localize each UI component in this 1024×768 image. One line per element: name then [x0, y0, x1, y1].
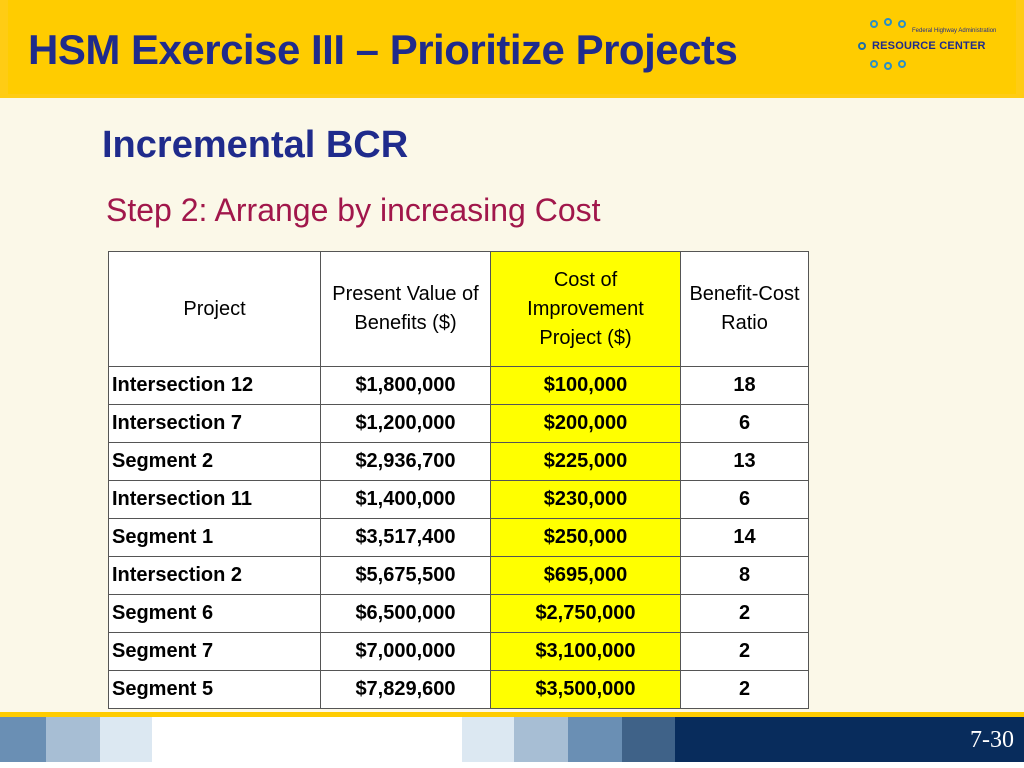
cost-cell: $100,000	[490, 366, 681, 405]
resource-center-logo: Federal Highway Administration RESOURCE …	[856, 16, 1016, 74]
table-row: Segment 1 $3,517,400 $250,000 14	[108, 518, 809, 557]
footer-segment	[0, 717, 46, 762]
logo-ring-icon	[858, 42, 866, 50]
benefits-cell: $1,800,000	[320, 366, 491, 405]
footer-segment	[100, 717, 152, 762]
table-row: Segment 6 $6,500,000 $2,750,000 2	[108, 594, 809, 633]
footer-segment	[462, 717, 514, 762]
header-background	[8, 0, 1016, 94]
bcr-cell: 2	[680, 594, 809, 633]
footer-segment	[568, 717, 622, 762]
benefits-cell: $7,829,600	[320, 670, 491, 709]
header-bcr: Benefit-Cost Ratio	[680, 251, 809, 367]
cost-cell: $225,000	[490, 442, 681, 481]
benefits-cell: $5,675,500	[320, 556, 491, 595]
bcr-cell: 18	[680, 366, 809, 405]
project-cell: Intersection 12	[108, 366, 321, 405]
bcr-cell: 6	[680, 480, 809, 519]
section-heading: Incremental BCR	[102, 124, 409, 166]
page-number: 7-30	[970, 727, 1014, 753]
project-cell: Segment 2	[108, 442, 321, 481]
benefits-cell: $1,200,000	[320, 404, 491, 443]
table-row: Intersection 7 $1,200,000 $200,000 6	[108, 404, 809, 443]
table-row: Intersection 11 $1,400,000 $230,000 6	[108, 480, 809, 519]
bcr-cell: 2	[680, 632, 809, 671]
bcr-cell: 6	[680, 404, 809, 443]
logo-small-text: Federal Highway Administration	[912, 28, 997, 34]
footer-segment	[622, 717, 675, 762]
benefits-cell: $7,000,000	[320, 632, 491, 671]
logo-ring-icon	[898, 20, 906, 28]
slide-title: HSM Exercise III – Prioritize Projects	[28, 26, 738, 73]
logo-ring-icon	[884, 62, 892, 70]
project-cell: Segment 6	[108, 594, 321, 633]
cost-cell: $200,000	[490, 404, 681, 443]
project-cell: Intersection 2	[108, 556, 321, 595]
table-row: Segment 2 $2,936,700 $225,000 13	[108, 442, 809, 481]
footer-navy-bar: 7-30	[675, 717, 1024, 762]
footer-divider	[0, 712, 1024, 717]
cost-cell: $695,000	[490, 556, 681, 595]
bcr-cell: 14	[680, 518, 809, 557]
header-bar: HSM Exercise III – Prioritize Projects F…	[0, 0, 1024, 98]
cost-cell: $3,500,000	[490, 670, 681, 709]
projects-table: Project Present Value of Benefits ($) Co…	[108, 251, 809, 709]
cost-cell: $2,750,000	[490, 594, 681, 633]
cost-cell: $3,100,000	[490, 632, 681, 671]
table-row: Segment 7 $7,000,000 $3,100,000 2	[108, 632, 809, 671]
logo-ring-icon	[884, 18, 892, 26]
logo-ring-icon	[870, 60, 878, 68]
project-cell: Segment 7	[108, 632, 321, 671]
bcr-cell: 13	[680, 442, 809, 481]
project-cell: Segment 5	[108, 670, 321, 709]
footer-segment	[46, 717, 100, 762]
header-project: Project	[108, 251, 321, 367]
footer-bar: 7-30	[0, 717, 1024, 768]
logo-ring-icon	[870, 20, 878, 28]
step-instruction: Step 2: Arrange by increasing Cost	[106, 192, 601, 228]
project-cell: Segment 1	[108, 518, 321, 557]
bcr-cell: 2	[680, 670, 809, 709]
logo-ring-icon	[898, 60, 906, 68]
table-row: Intersection 12 $1,800,000 $100,000 18	[108, 366, 809, 405]
table-row: Intersection 2 $5,675,500 $695,000 8	[108, 556, 809, 595]
benefits-cell: $1,400,000	[320, 480, 491, 519]
project-cell: Intersection 7	[108, 404, 321, 443]
project-cell: Intersection 11	[108, 480, 321, 519]
table-row: Segment 5 $7,829,600 $3,500,000 2	[108, 670, 809, 709]
cost-cell: $230,000	[490, 480, 681, 519]
header-cost: Cost of Improvement Project ($)	[490, 251, 681, 367]
table-header-row: Project Present Value of Benefits ($) Co…	[108, 251, 809, 367]
benefits-cell: $6,500,000	[320, 594, 491, 633]
logo-main-text: RESOURCE CENTER	[872, 40, 986, 52]
header-benefits: Present Value of Benefits ($)	[320, 251, 491, 367]
footer-segment	[514, 717, 568, 762]
cost-cell: $250,000	[490, 518, 681, 557]
benefits-cell: $2,936,700	[320, 442, 491, 481]
bcr-cell: 8	[680, 556, 809, 595]
benefits-cell: $3,517,400	[320, 518, 491, 557]
